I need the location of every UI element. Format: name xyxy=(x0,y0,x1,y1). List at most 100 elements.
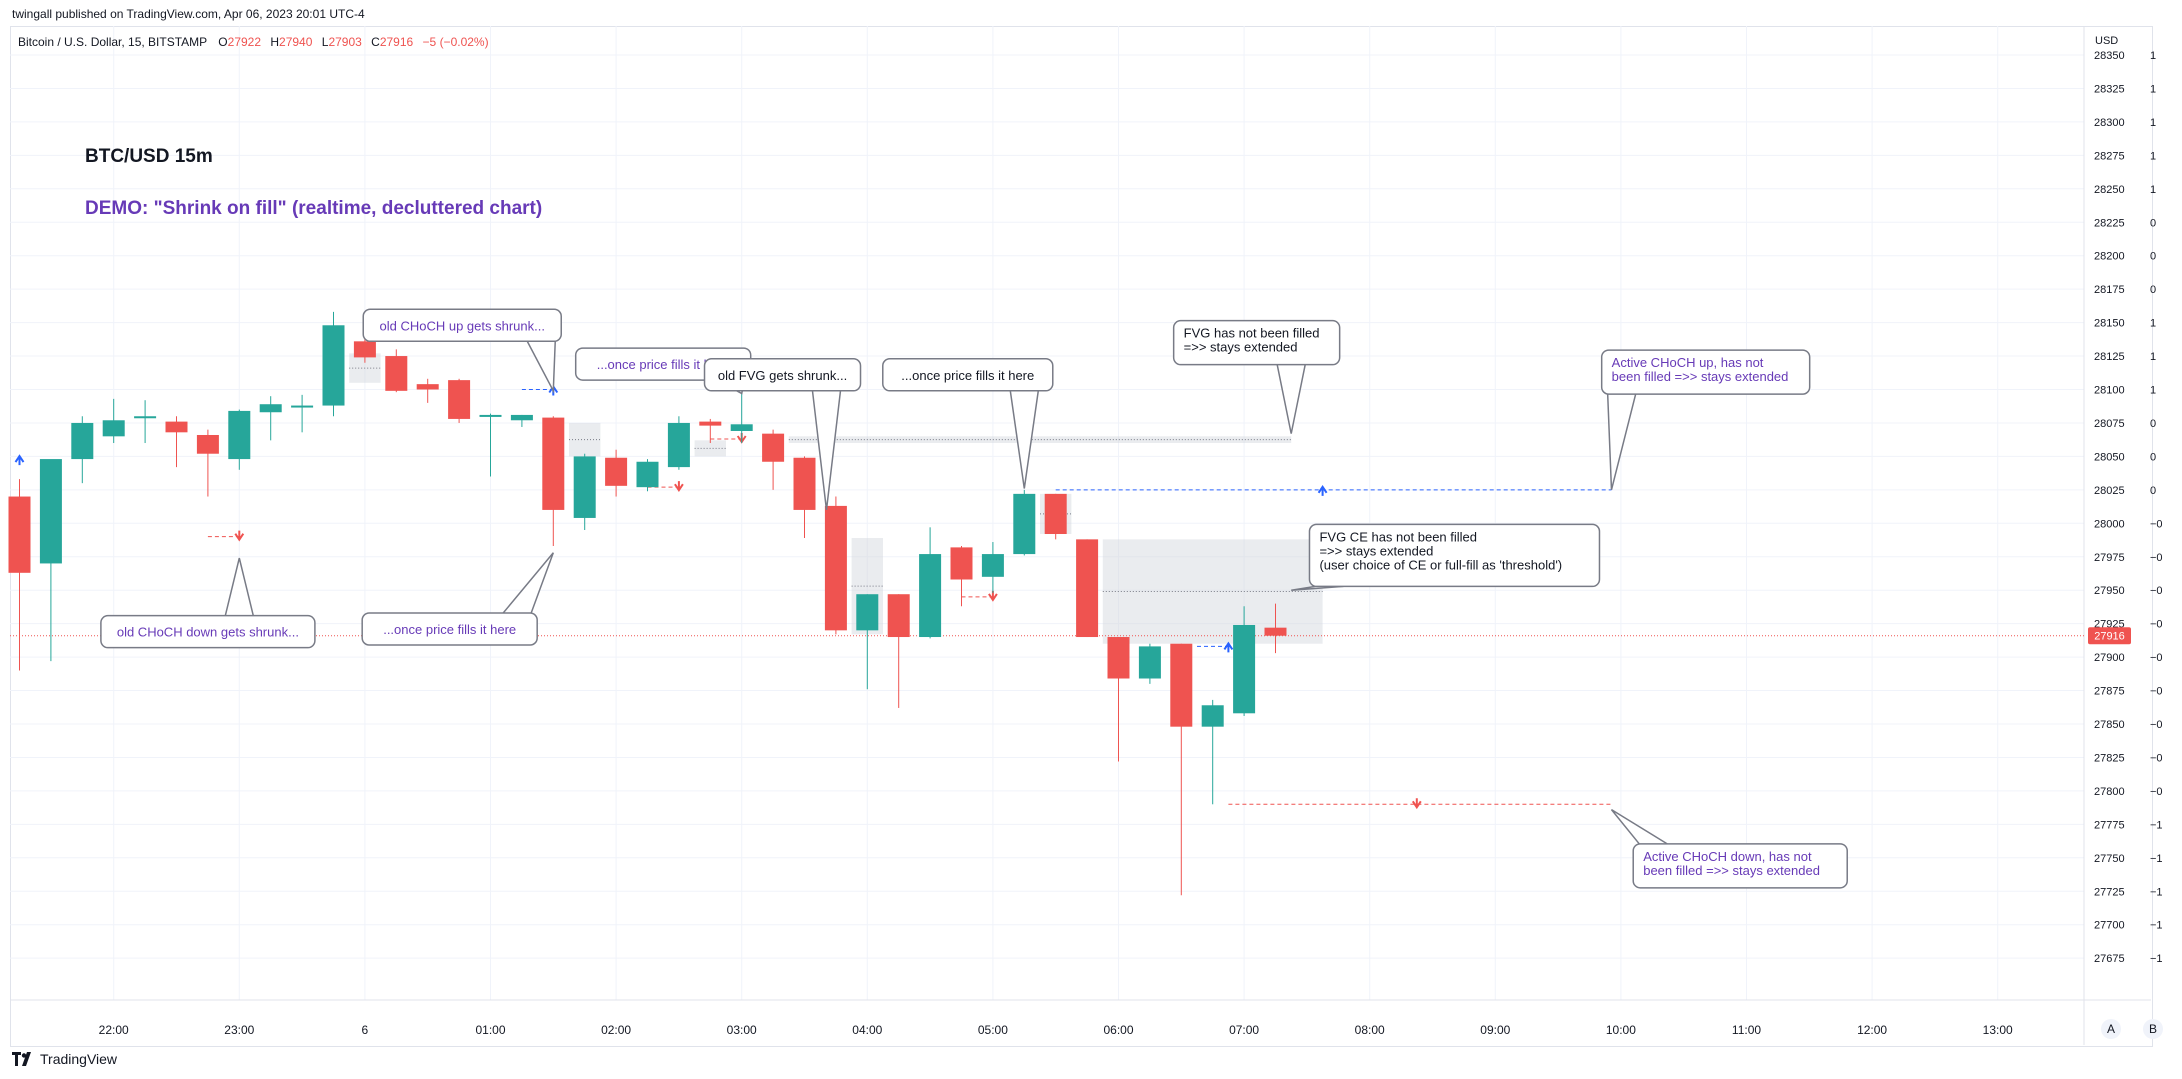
right-column-label: −1 xyxy=(2150,853,2163,865)
x-tick-label: 06:00 xyxy=(1103,1023,1133,1037)
legend-high-value: 27940 xyxy=(279,35,313,49)
callout-layer: old CHoCH up gets shrunk... ...once price… xyxy=(100,308,1848,889)
candle xyxy=(1233,606,1256,716)
right-column-label: 0 xyxy=(2150,284,2156,296)
scale-log-button[interactable]: B xyxy=(2143,1019,2163,1039)
choch-up-arrow-icon xyxy=(1223,641,1234,653)
candle xyxy=(887,594,910,708)
candle-body xyxy=(1233,624,1256,714)
candle-body xyxy=(322,325,345,406)
candle xyxy=(605,449,628,497)
x-tick-label: 13:00 xyxy=(1983,1023,2013,1037)
candle xyxy=(1170,643,1193,896)
callout-box xyxy=(361,612,538,646)
candle-body xyxy=(71,422,94,460)
current-price-tag: 27916 xyxy=(2088,627,2131,645)
y-tick-label: 27975 xyxy=(2094,552,2125,564)
right-column-label: 1 xyxy=(2150,117,2156,129)
candle-body xyxy=(981,554,1004,577)
candle-body xyxy=(762,433,785,462)
y-tick-label: 28275 xyxy=(2094,150,2125,162)
callout: old FVG gets shrunk... xyxy=(703,358,862,511)
callout-text: been filled =>> stays extended xyxy=(1612,369,1789,384)
right-column-label: 1 xyxy=(2150,50,2156,62)
callout-text: (user choice of CE or full-fill as 'thre… xyxy=(1319,557,1562,572)
y-tick-label: 28000 xyxy=(2094,518,2125,530)
candle xyxy=(416,378,439,403)
candle-body xyxy=(1107,637,1130,679)
candle xyxy=(950,546,973,607)
right-column-label: −1 xyxy=(2150,886,2163,898)
right-column-label: 1 xyxy=(2150,83,2156,95)
candle xyxy=(134,400,157,444)
candle-body xyxy=(1138,646,1161,679)
candle-body xyxy=(1013,493,1036,555)
x-tick-label: 02:00 xyxy=(601,1023,631,1037)
legend-symbol: Bitcoin / U.S. Dollar, 15, BITSTAMP xyxy=(18,35,207,49)
candle xyxy=(479,413,502,477)
candle xyxy=(1013,489,1036,556)
callout-box xyxy=(100,614,316,649)
right-column-label: −1 xyxy=(2150,920,2163,932)
y-tick-label: 27775 xyxy=(2094,819,2125,831)
legend-low-value: 27903 xyxy=(328,35,362,49)
y-tick-label: 27675 xyxy=(2094,953,2125,965)
candle xyxy=(667,416,690,470)
footer: TradingView xyxy=(12,1051,117,1067)
callout-box xyxy=(703,358,862,392)
grid-layer xyxy=(10,26,2151,1045)
right-column-label: −0 xyxy=(2150,752,2163,764)
callout-text: FVG CE has not been filled xyxy=(1319,529,1477,544)
axis-layer: 28350 1 28325 1 28300 1 28275 1 28250 1 28225 0 2820… xyxy=(99,50,2163,1037)
y-tick-label: 27800 xyxy=(2094,786,2125,798)
x-tick-label: 07:00 xyxy=(1229,1023,1259,1037)
callout-box xyxy=(1632,843,1848,889)
x-tick-label: 03:00 xyxy=(727,1023,757,1037)
right-column-label: 1 xyxy=(2150,385,2156,397)
scale-auto-button[interactable]: A xyxy=(2101,1019,2121,1039)
callout-box xyxy=(362,308,562,343)
candle-body xyxy=(1170,643,1193,727)
y-tick-label: 27750 xyxy=(2094,853,2125,865)
right-column-label: −0 xyxy=(2150,686,2163,698)
callout: ...once price fills it here xyxy=(361,552,555,646)
candle-body xyxy=(39,459,62,564)
y-tick-label: 27700 xyxy=(2094,920,2125,932)
tradingview-logo-icon xyxy=(12,1052,31,1066)
callout-pointer xyxy=(1610,808,1668,845)
choch-down-arrow-icon xyxy=(1411,798,1422,810)
candle-body xyxy=(196,434,219,454)
candle-body xyxy=(291,405,314,408)
right-column-label: −0 xyxy=(2150,518,2163,530)
candle xyxy=(322,311,345,417)
x-tick-label: 11:00 xyxy=(1732,1023,1761,1037)
y-tick-label: 28300 xyxy=(2094,117,2125,129)
x-tick-label: 04:00 xyxy=(852,1023,882,1037)
callout-text: old CHoCH up gets shrunk... xyxy=(380,318,545,333)
right-column-label: 0 xyxy=(2150,418,2156,430)
y-tick-label: 28325 xyxy=(2094,83,2125,95)
candle-body xyxy=(353,341,376,358)
right-column-label: 0 xyxy=(2150,251,2156,263)
candle-body xyxy=(636,461,659,488)
candle-body xyxy=(510,414,533,421)
right-column-label: 0 xyxy=(2150,451,2156,463)
publisher-line: twingall published on TradingView.com, A… xyxy=(12,7,365,21)
y-tick-label: 27900 xyxy=(2094,652,2125,664)
y-tick-label: 27875 xyxy=(2094,686,2125,698)
legend-change: −5 (−0.02%) xyxy=(423,35,489,49)
callout: old CHoCH up gets shrunk... xyxy=(362,308,562,394)
x-tick-label: 09:00 xyxy=(1480,1023,1510,1037)
candle-body xyxy=(1076,539,1099,638)
callout-pointer xyxy=(811,390,842,511)
x-tick-label: 05:00 xyxy=(978,1023,1008,1037)
candle-body xyxy=(919,554,942,638)
candle-body xyxy=(950,547,973,580)
candle xyxy=(1264,603,1287,654)
callout-text: ...once price fills it here xyxy=(901,368,1034,383)
choch-down-arrow-icon xyxy=(234,530,245,542)
candle xyxy=(793,456,816,539)
candle xyxy=(228,409,251,470)
fvg-box xyxy=(788,436,1292,444)
